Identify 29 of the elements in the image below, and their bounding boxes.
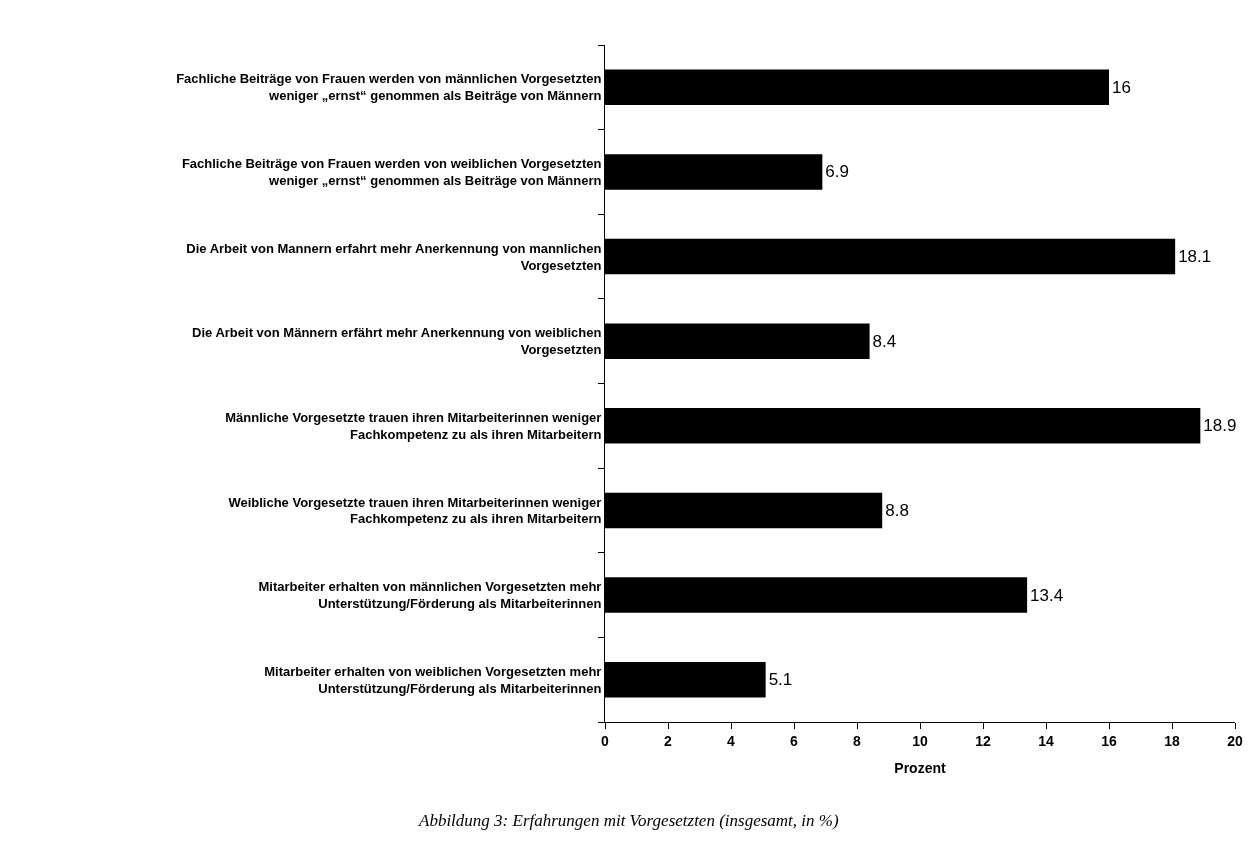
data-label: 13.4: [1030, 585, 1064, 605]
data-label: 5.1: [768, 670, 793, 690]
y-tick-label: Die Arbeit von Mannern erfahrt mehr Anerkennung von mannlichen Vorgesetzten: [186, 240, 602, 273]
data-label: 16: [1112, 77, 1131, 97]
y-tick-label: Die Arbeit von Männern erfährt mehr Anerkennung von weiblichen Vorgesetzten: [192, 325, 602, 358]
text: Abbildung 3: Erfahrungen mit Vorgesetzten (insgesamt, in %): [418, 811, 839, 830]
x-tick-label: 18: [1164, 732, 1180, 749]
y-tick-label: Mitarbeiter erhalten von männlichen Vorgesetzten mehr Unterstützung/Förderung als Mitarbeiterinnen: [258, 579, 602, 612]
x-tick-label: 2: [664, 732, 673, 749]
data-label: 18.1: [1178, 247, 1212, 267]
x-tick-label: 16: [1101, 732, 1117, 749]
x-tick-label: 0: [601, 732, 610, 749]
y-tick-label: Mitarbeiter erhalten von weiblichen Vorgesetzten mehr Unterstützung/Förderung als Mitarbeiterinnen: [264, 663, 602, 696]
y-tick-label: Fachliche Beiträge von Frauen werden von männlichen Vorgesetzten weniger „ernst“ genommen als Beiträge von Männern: [176, 71, 602, 104]
data-label: 18.9: [1203, 416, 1237, 436]
y-tick-label: Fachliche Beiträge von Frauen werden von weiblichen Vorgesetzten weniger „ernst“ genommen als Beiträge von Männern: [181, 156, 602, 188]
x-tick-label: 10: [912, 732, 928, 749]
data-label: 8.4: [872, 331, 897, 351]
x-axis-title: Prozent: [894, 760, 946, 777]
x-tick-label: 14: [1038, 732, 1054, 749]
y-tick-label: Männliche Vorgesetzte trauen ihren Mitarbeiterinnen weniger Fachkompetenz zu als ihren Mitarbeitern: [225, 409, 602, 442]
x-tick-label: 20: [1227, 732, 1243, 749]
y-tick-label: Weibliche Vorgesetzte trauen ihren Mitarbeiterinnen weniger Fachkompetenz zu als ihren Mitarbeitern: [228, 494, 602, 527]
data-label: 6.9: [825, 162, 849, 182]
data-label: 8.8: [885, 500, 909, 520]
x-tick-label: 6: [790, 732, 799, 749]
x-tick-label: 4: [727, 732, 736, 749]
x-tick-label: 8: [853, 732, 862, 749]
x-tick-label: 12: [975, 732, 991, 749]
